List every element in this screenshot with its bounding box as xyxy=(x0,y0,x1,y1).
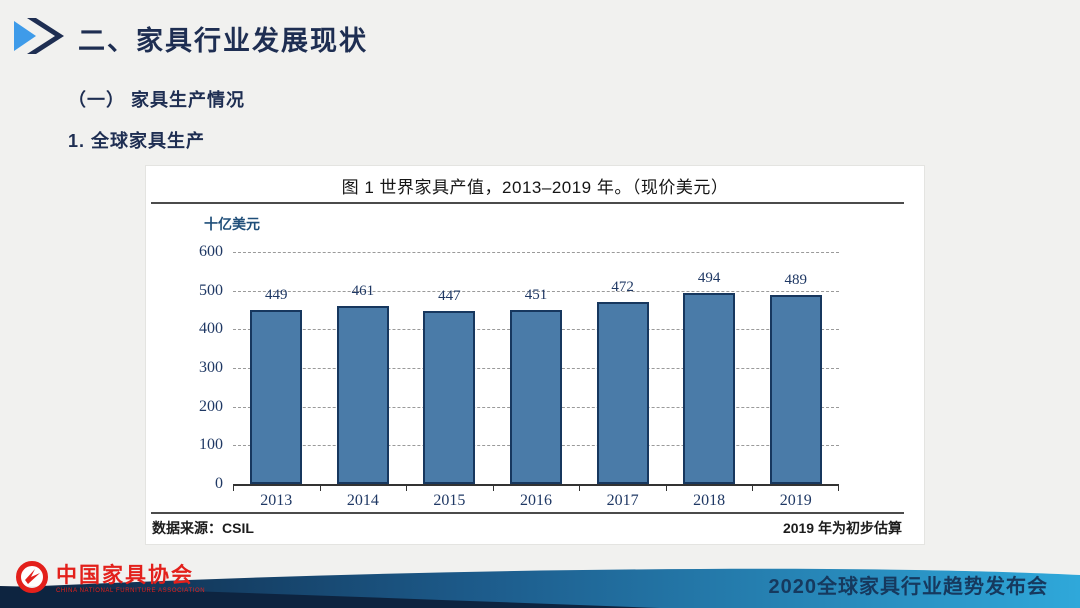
gridline-500 xyxy=(233,290,839,292)
bar-value-label-2013: 449 xyxy=(265,287,288,304)
y-tick-label-0: 0 xyxy=(215,475,223,492)
y-tick-label-100: 100 xyxy=(199,436,223,454)
section-title: （一） 家具生产情况 xyxy=(68,90,246,110)
gridline-600 xyxy=(233,252,839,253)
bar-2014 xyxy=(336,305,389,484)
footer-wave xyxy=(0,568,1080,608)
x-axis-tick xyxy=(665,486,667,491)
x-axis-tick xyxy=(838,486,839,491)
x-tick-label-2018: 2018 xyxy=(693,492,726,509)
chart-card: 图 1 世界家具产值，2013–2019 年。（现价美元） 十亿美元 0 100 2… xyxy=(145,165,925,545)
x-axis-tick xyxy=(492,486,494,491)
x-axis xyxy=(233,484,839,486)
slide-title: 二、家具行业发展现状 xyxy=(78,26,368,56)
x-axis-tick xyxy=(579,486,581,491)
double-arrow-icon xyxy=(12,16,64,61)
chart-note: 2019 年为初步估算 xyxy=(782,520,902,536)
y-tick-label-400: 400 xyxy=(199,320,223,338)
y-axis-unit-label: 十亿美元 xyxy=(204,216,260,232)
x-tick-label-2015: 2015 xyxy=(433,492,466,509)
x-tick-label-2014: 2014 xyxy=(346,492,379,509)
bar-2018 xyxy=(683,293,736,484)
subsection-title: 1. 全球家具生产 xyxy=(68,131,206,151)
bar-value-label-2018: 494 xyxy=(697,270,721,286)
x-axis-tick xyxy=(233,486,234,491)
logo-text: 中国家具协会 xyxy=(56,564,194,588)
y-tick-label-500: 500 xyxy=(199,281,223,299)
y-tick-label-200: 200 xyxy=(199,397,223,415)
x-axis-tick xyxy=(406,486,408,491)
bar-2016 xyxy=(510,309,562,484)
event-title: 2020全球家具行业趋势发布会 xyxy=(768,576,1048,598)
plot-area: 0 100 200 300 400 500 600 449 2013 461 2014 447 2015… xyxy=(199,243,839,509)
y-tick-label-300: 300 xyxy=(199,359,223,376)
slide-header: 二、家具行业发展现状 xyxy=(12,16,368,61)
x-axis-tick xyxy=(752,486,754,491)
cnfa-logo-icon xyxy=(14,559,50,600)
bar-value-label-2017: 472 xyxy=(611,278,634,295)
cnfa-logo: 中国家具协会 CHINA NATIONAL FURNITURE ASSOCIAT… xyxy=(14,559,205,600)
bar-2019 xyxy=(769,294,822,484)
source-row: 数据来源：CSIL 2019 年为初步估算 xyxy=(152,518,902,538)
title-divider xyxy=(151,202,904,204)
x-tick-label-2013: 2013 xyxy=(260,492,293,509)
bar-value-label-2016: 451 xyxy=(524,286,548,303)
x-axis-tick xyxy=(319,486,321,491)
x-tick-label-2017: 2017 xyxy=(606,492,639,509)
source-divider xyxy=(151,512,904,514)
bar-2013 xyxy=(250,310,303,484)
bar-2017 xyxy=(596,301,649,484)
bar-value-label-2015: 447 xyxy=(438,288,461,305)
x-tick-label-2016: 2016 xyxy=(519,492,552,509)
data-source-label: 数据来源：CSIL xyxy=(152,520,254,536)
logo-subtext: CHINA NATIONAL FURNITURE ASSOCIATION xyxy=(56,587,206,594)
bar-value-label-2014: 461 xyxy=(351,282,375,299)
x-tick-label-2019: 2019 xyxy=(779,492,812,509)
bar-2015 xyxy=(423,311,476,484)
bar-value-label-2019: 489 xyxy=(784,271,807,288)
y-tick-label-600: 600 xyxy=(199,243,223,260)
chart-title: 图 1 世界家具产值，2013–2019 年。（现价美元） xyxy=(341,178,729,197)
